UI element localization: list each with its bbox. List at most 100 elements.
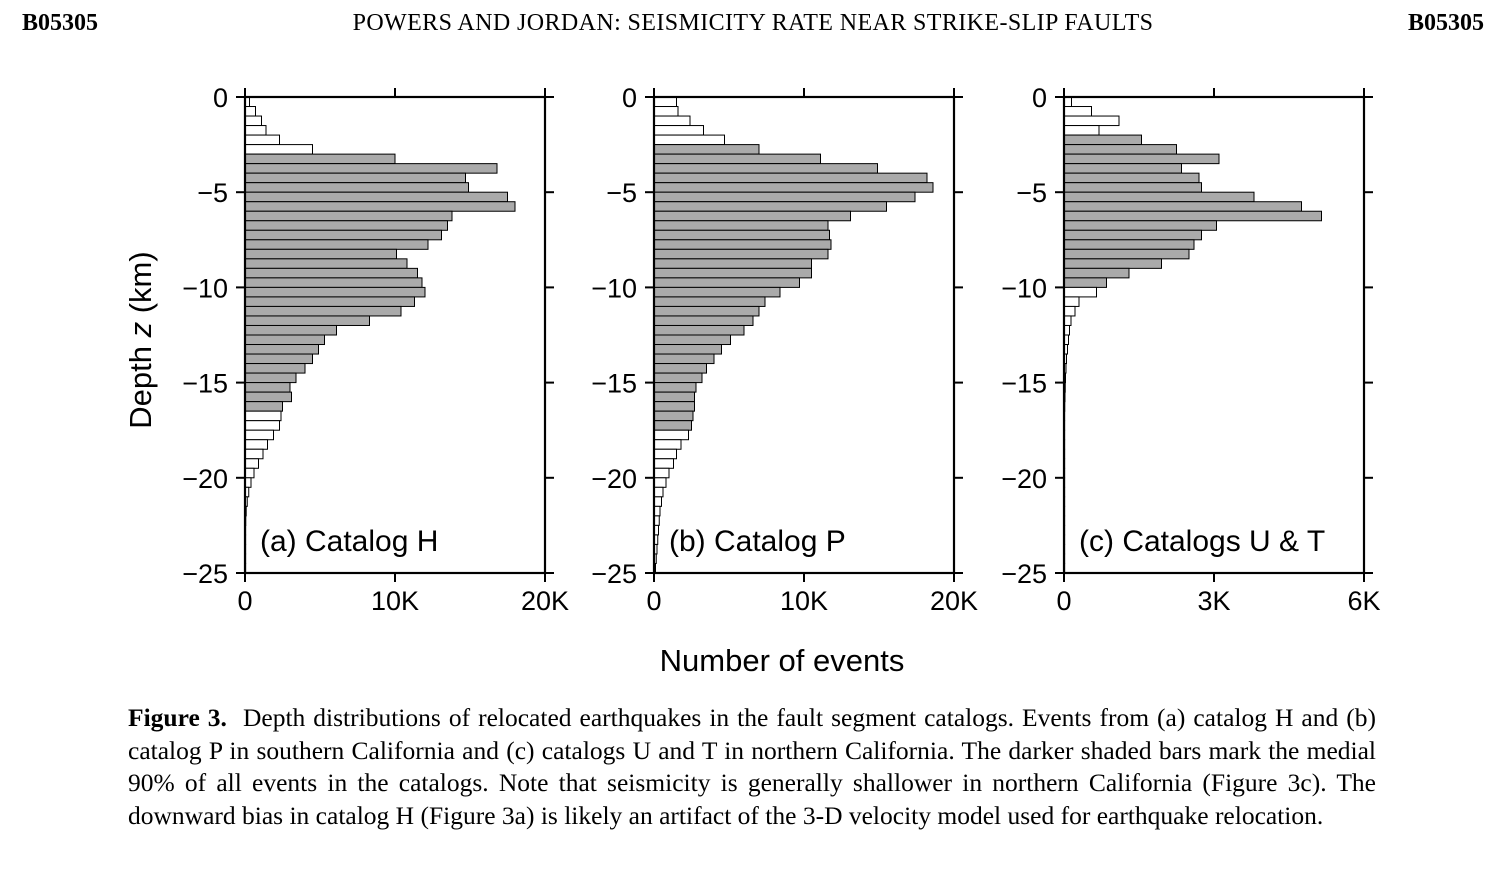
depth-bar [653, 486, 664, 498]
depth-bar [653, 372, 703, 384]
depth-bar [244, 106, 256, 117]
depth-bar [244, 448, 264, 460]
depth-bar [653, 267, 812, 279]
panel-title: (c) Catalogs U & T [1079, 525, 1325, 558]
depth-bar [1063, 201, 1302, 212]
depth-bar [244, 125, 267, 136]
depth-bar [653, 363, 707, 374]
depth-bar [244, 210, 453, 222]
depth-bar [653, 448, 677, 460]
depth-bar [1063, 258, 1162, 269]
depth-bar [244, 182, 469, 193]
depth-bar [653, 344, 722, 355]
depth-bar [1063, 172, 1200, 184]
x-axis-label: Number of events [660, 643, 905, 678]
panel-title: (a) Catalog H [260, 525, 438, 558]
y-tick-label: −15 [182, 369, 228, 399]
depth-bar [1063, 239, 1195, 250]
depth-bar [653, 220, 829, 231]
depth-bar [244, 115, 262, 127]
depth-bar [244, 382, 291, 393]
depth-bar [653, 296, 766, 307]
depth-bar [653, 96, 677, 108]
depth-bar [1063, 115, 1120, 127]
y-tick-label: −15 [1001, 369, 1047, 399]
depth-bar [1063, 96, 1072, 108]
depth-bar [1063, 277, 1107, 288]
depth-bar [244, 401, 283, 412]
depth-bar [653, 163, 878, 174]
y-tick-label: 0 [1032, 83, 1047, 113]
depth-bar [244, 324, 337, 336]
depth-bar [1063, 210, 1322, 222]
depth-bar [653, 125, 704, 136]
depth-bar [653, 382, 697, 393]
depth-bar [244, 439, 268, 450]
depth-bar [244, 391, 292, 403]
depth-bar [244, 363, 306, 374]
depth-bar [653, 496, 662, 507]
depth-bar [653, 248, 829, 260]
y-tick-label: −5 [1016, 178, 1047, 208]
depth-bar [653, 106, 679, 117]
depth-bar [244, 305, 402, 317]
y-axis-label-suffix: (km) [123, 251, 158, 322]
depth-bar [653, 305, 760, 317]
x-tick-label: 20K [930, 586, 978, 616]
depth-bar [1063, 305, 1076, 317]
depth-bar [244, 277, 423, 288]
y-tick-label: −25 [591, 559, 637, 589]
depth-bar [244, 458, 259, 469]
depth-bar [1063, 220, 1217, 231]
x-tick-label: 0 [1056, 586, 1071, 616]
depth-bar [653, 391, 695, 403]
depth-bar [653, 429, 689, 441]
depth-bar [244, 191, 508, 203]
panel-title: (b) Catalog P [669, 525, 846, 558]
header-running-title: POWERS AND JORDAN: SEISMICITY RATE NEAR … [352, 10, 1154, 36]
depth-bar [1063, 134, 1142, 146]
x-tick-label: 6K [1347, 586, 1380, 616]
depth-bar [653, 134, 725, 146]
y-tick-label: 0 [622, 83, 637, 113]
x-tick-label: 0 [646, 586, 661, 616]
y-axis-label-variable: z [123, 321, 158, 338]
depth-bar [653, 353, 715, 365]
y-tick-label: −25 [182, 559, 228, 589]
depth-bar [653, 277, 800, 288]
chart-panel-3: 0 −5 −10 −15 −20 −25 0 3K 6K (c) Catalogs U & T [1001, 83, 1380, 616]
depth-bar [653, 410, 694, 422]
depth-bar [244, 420, 280, 431]
depth-bar [1063, 106, 1092, 117]
x-tick-label: 10K [371, 586, 419, 616]
y-axis-label-prefix: Depth [123, 337, 158, 428]
depth-bar [1063, 191, 1255, 203]
depth-bar [653, 191, 916, 203]
depth-bar [1063, 229, 1202, 241]
y-tick-label: −15 [591, 369, 637, 399]
y-tick-label: −10 [182, 273, 228, 303]
depth-bar [653, 324, 745, 336]
y-tick-label: −20 [1001, 464, 1047, 494]
caption-text: Depth distributions of relocated earthqu… [128, 703, 1377, 830]
depth-bar [653, 201, 887, 212]
x-tick-label: 3K [1197, 586, 1230, 616]
depth-bar [653, 286, 781, 298]
figure-3: Depth z (km) Number of events 0 −5 −10 −15 −… [123, 83, 1381, 678]
depth-bar [244, 163, 498, 174]
y-tick-label: −10 [591, 273, 637, 303]
depth-bar [653, 467, 670, 479]
depth-bar [244, 315, 370, 326]
y-axis-label: Depth z (km) [123, 251, 158, 428]
depth-bar [244, 144, 313, 155]
depth-bar [244, 248, 397, 260]
depth-bar [1063, 144, 1177, 155]
depth-bar [1063, 267, 1130, 279]
y-tick-label: −5 [197, 178, 228, 208]
y-tick-label: −25 [1001, 559, 1047, 589]
depth-bar [653, 153, 821, 165]
depth-bar [653, 458, 674, 469]
depth-bar [1063, 163, 1182, 174]
depth-bar [653, 210, 851, 222]
y-tick-label: −5 [606, 178, 637, 208]
